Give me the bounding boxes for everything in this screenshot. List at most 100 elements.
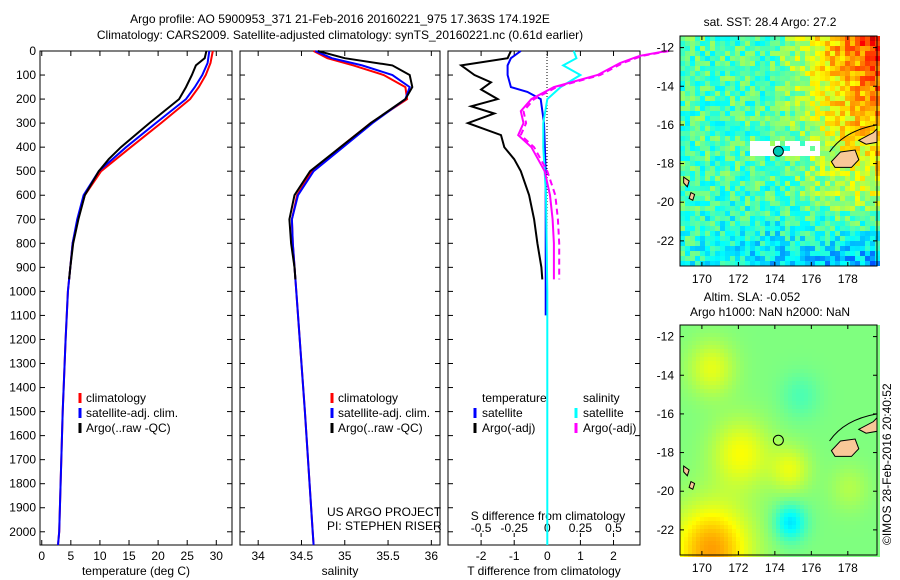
map-cell [872,521,876,525]
map-cell [792,453,796,457]
y-tick-label: 1500 [9,405,36,419]
map-cell [716,537,720,541]
map-cell [860,141,865,146]
map-cell [765,66,770,71]
map-cell [765,196,770,201]
map-cell [855,186,860,191]
map-cell [805,76,810,81]
map-cell [725,181,730,186]
map-cell [832,417,836,421]
map-cell [760,71,765,76]
map-cell [784,521,788,525]
map-cell [800,181,805,186]
map-cell [704,493,708,497]
map-cell [876,517,880,521]
map-cell [830,71,835,76]
map-cell [755,106,760,111]
map-cell [708,481,712,485]
map-cell [724,337,728,341]
map-cell [872,341,876,345]
map-cell [800,437,804,441]
map-cell [852,481,856,485]
map-cell [805,241,810,246]
map-cell [784,473,788,477]
map-cell [824,421,828,425]
map-cell [680,421,684,425]
map-cell [815,91,820,96]
map-cell [860,325,864,329]
map-cell [736,477,740,481]
map-cell [720,485,724,489]
map-cell [716,453,720,457]
map-cell [792,417,796,421]
map-cell [745,216,750,221]
map-cell [870,256,875,261]
map-cell [780,397,784,401]
map-cell [684,513,688,517]
map-cell [744,481,748,485]
map-cell [792,405,796,409]
map-cell [716,457,720,461]
map-cell [720,46,725,51]
map-cell [776,373,780,377]
map-cell [720,36,725,41]
map-cell [772,549,776,553]
map-cell [780,211,785,216]
y-tick-label: 500 [16,164,36,178]
map-cell [796,373,800,377]
map-cell [704,541,708,545]
map-cell [716,357,720,361]
map-cell [720,513,724,517]
map-cell [685,41,690,46]
map-cell [752,425,756,429]
map-cell [685,56,690,61]
map-cell [836,469,840,473]
map-cell [700,106,705,111]
map-cell [800,46,805,51]
map-cell [735,156,740,161]
map-cell [845,181,850,186]
map-cell [815,81,820,86]
map-cell [716,473,720,477]
map-cell [860,206,865,211]
map-cell [848,465,852,469]
map-cell [680,537,684,541]
map-cell [856,413,860,417]
map-cell [792,537,796,541]
map-cell [715,206,720,211]
map-cell [724,493,728,497]
map-cell [744,497,748,501]
map-cell [764,549,768,553]
map-cell [828,369,832,373]
map-cell [832,409,836,413]
map-cell [692,489,696,493]
map-cell [792,525,796,529]
map-cell [872,485,876,489]
map-cell [760,176,765,181]
map-cell [840,76,845,81]
map-cell [730,101,735,106]
map-cell [805,71,810,76]
map-cell [744,341,748,345]
map-cell [784,429,788,433]
map-cell [865,96,870,101]
map-cell [816,517,820,521]
map-cell [730,71,735,76]
map-cell [836,329,840,333]
map-cell [800,449,804,453]
map-cell [780,337,784,341]
map-cell [848,477,852,481]
map-cell [830,46,835,51]
map-cell [832,541,836,545]
map-cell [680,457,684,461]
map-cell [800,141,805,146]
map-cell [716,525,720,529]
map-cell [752,421,756,425]
map-cell [820,66,825,71]
map-cell [784,469,788,473]
map-cell [688,505,692,509]
map-cell [812,361,816,365]
map-cell [820,71,825,76]
map-cell [816,413,820,417]
map-cell [800,413,804,417]
